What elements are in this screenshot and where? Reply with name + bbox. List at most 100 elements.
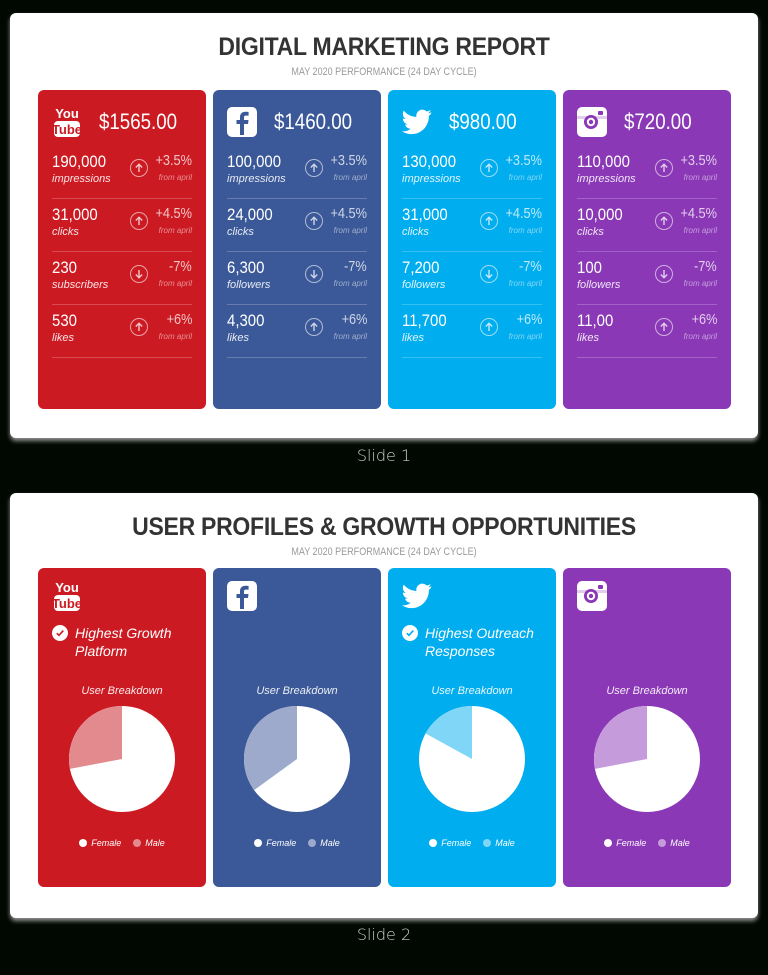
- metric-change-note: from april: [158, 332, 192, 341]
- metric-label: clicks: [577, 226, 604, 238]
- arrow-up-circle-icon: [480, 212, 498, 230]
- metric-change-note: from april: [333, 332, 367, 341]
- chart-title: User Breakdown: [256, 685, 338, 697]
- metric-value: 530: [52, 311, 77, 330]
- metric-change: -7%: [344, 258, 367, 275]
- legend-label: Male: [495, 838, 515, 848]
- metric-value: 100: [577, 258, 602, 277]
- ad-spend-amount: $720.00: [624, 109, 692, 134]
- metric-change: +4.5%: [505, 205, 542, 222]
- user-breakdown-pie-chart: [69, 706, 175, 812]
- chart-title: User Breakdown: [606, 685, 688, 697]
- highlight-text: Highest Outreach Responses: [425, 625, 534, 659]
- metric-row-followers: 100 followers -7% from april: [577, 252, 717, 305]
- legend-label: Male: [320, 838, 340, 848]
- metric-change: +3.5%: [330, 152, 367, 169]
- metric-label: followers: [577, 279, 621, 291]
- chart-legend: Female Male: [563, 838, 731, 848]
- arrow-up-circle-icon: [305, 212, 323, 230]
- metric-change: +3.5%: [155, 152, 192, 169]
- metric-row-clicks: 24,000 clicks +4.5% from april: [227, 199, 367, 252]
- metric-row-likes: 530 likes +6% from april: [52, 305, 192, 358]
- metric-change-note: from april: [683, 279, 717, 288]
- youtube-icon: You Tube: [52, 106, 82, 137]
- highlight-badge: Highest Outreach Responses: [402, 624, 535, 660]
- metric-label: likes: [577, 332, 600, 344]
- metric-value: 11,00: [577, 311, 614, 330]
- metric-row-likes: 11,00 likes +6% from april: [577, 305, 717, 358]
- arrow-up-circle-icon: [130, 159, 148, 177]
- metric-value: 100,000: [227, 152, 282, 171]
- svg-text:Tube: Tube: [53, 122, 81, 137]
- metric-label: impressions: [577, 173, 636, 185]
- arrow-up-circle-icon: [655, 212, 673, 230]
- legend-dot-icon: [604, 839, 613, 847]
- metric-value: 230: [52, 258, 77, 277]
- ad-spend-amount: $980.00: [449, 109, 517, 134]
- metric-change: -7%: [694, 258, 717, 275]
- metric-value: 6,300: [227, 258, 265, 277]
- metric-change: +4.5%: [330, 205, 367, 222]
- slide-title: USER PROFILES & GROWTH OPPORTUNITIES: [132, 513, 636, 541]
- highlight-text: Highest Growth Platform: [75, 625, 172, 659]
- card-instagram: $720.00 110,000 impressions +3.5% from a…: [563, 90, 731, 409]
- metric-change: +3.5%: [680, 152, 717, 169]
- pie-slice-male: [69, 706, 122, 769]
- arrow-down-circle-icon: [305, 265, 323, 283]
- legend-item-male: Male: [658, 838, 690, 848]
- metric-change: +6%: [166, 311, 192, 328]
- youtube-icon: You Tube: [52, 580, 82, 611]
- metric-label: clicks: [402, 226, 429, 238]
- legend-item-female: Female: [604, 838, 646, 848]
- metric-value: 190,000: [52, 152, 107, 171]
- metric-change-note: from april: [333, 279, 367, 288]
- user-breakdown-pie-chart: [244, 706, 350, 812]
- metric-list: 100,000 impressions +3.5% from april 24,…: [227, 146, 367, 358]
- metric-value: 110,000: [577, 152, 630, 171]
- metric-value: 31,000: [402, 205, 448, 224]
- metric-label: impressions: [52, 173, 111, 185]
- pie-slice-male: [594, 706, 647, 769]
- metric-value: 31,000: [52, 205, 98, 224]
- twitter-icon: [402, 581, 432, 611]
- svg-text:Tube: Tube: [53, 596, 81, 611]
- metric-change-note: from april: [333, 226, 367, 235]
- legend-item-male: Male: [133, 838, 165, 848]
- metric-label: clicks: [52, 226, 79, 238]
- metric-value: 130,000: [402, 152, 457, 171]
- arrow-up-circle-icon: [305, 159, 323, 177]
- slide-subtitle: MAY 2020 PERFORMANCE (24 DAY CYCLE): [291, 66, 477, 78]
- check-circle-icon: [402, 625, 418, 641]
- pie-slice-male: [244, 706, 297, 791]
- metric-row-impressions: 100,000 impressions +3.5% from april: [227, 146, 367, 199]
- instagram-icon: [577, 581, 607, 611]
- card-facebook: $1460.00 100,000 impressions +3.5% from …: [213, 90, 381, 409]
- metric-change: +4.5%: [680, 205, 717, 222]
- metric-change-note: from april: [333, 173, 367, 182]
- metric-change-note: from april: [683, 226, 717, 235]
- card-youtube: You Tube $1565.00 190,000 impressions +3.…: [38, 90, 206, 409]
- metric-row-subscribers: 230 subscribers -7% from april: [52, 252, 192, 305]
- chart-title: User Breakdown: [431, 685, 513, 697]
- twitter-icon: [402, 107, 432, 137]
- facebook-icon: [227, 107, 257, 137]
- metric-row-clicks: 31,000 clicks +4.5% from april: [402, 199, 542, 252]
- pie-slice-male: [425, 706, 472, 759]
- legend-dot-icon: [308, 839, 317, 847]
- metric-label: impressions: [227, 173, 286, 185]
- metric-change: -7%: [169, 258, 192, 275]
- card-header: You Tube: [52, 578, 82, 614]
- arrow-up-circle-icon: [130, 212, 148, 230]
- legend-dot-icon: [79, 839, 88, 847]
- legend-dot-icon: [133, 839, 142, 847]
- legend-item-female: Female: [254, 838, 296, 848]
- arrow-up-circle-icon: [655, 318, 673, 336]
- legend-dot-icon: [483, 839, 492, 847]
- metric-change-note: from april: [683, 332, 717, 341]
- arrow-up-circle-icon: [655, 159, 673, 177]
- ad-spend-amount: $1565.00: [99, 109, 178, 134]
- metric-row-followers: 6,300 followers -7% from april: [227, 252, 367, 305]
- metric-row-clicks: 10,000 clicks +4.5% from april: [577, 199, 717, 252]
- metric-value: 11,700: [402, 311, 447, 330]
- metric-label: likes: [227, 332, 250, 344]
